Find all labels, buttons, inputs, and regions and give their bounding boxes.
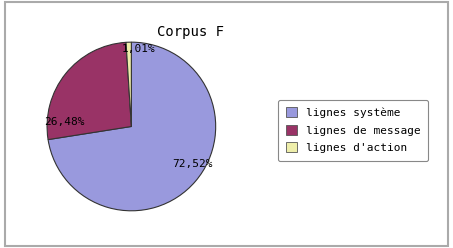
Legend: lignes système, lignes de message, lignes d'action: lignes système, lignes de message, ligne… bbox=[278, 100, 429, 161]
Text: 72,52%: 72,52% bbox=[173, 159, 213, 169]
Text: Corpus F: Corpus F bbox=[157, 25, 224, 39]
Wedge shape bbox=[48, 42, 216, 211]
Wedge shape bbox=[47, 42, 131, 140]
Wedge shape bbox=[126, 42, 131, 126]
Text: 26,48%: 26,48% bbox=[43, 117, 84, 126]
Text: 1,01%: 1,01% bbox=[121, 44, 155, 54]
